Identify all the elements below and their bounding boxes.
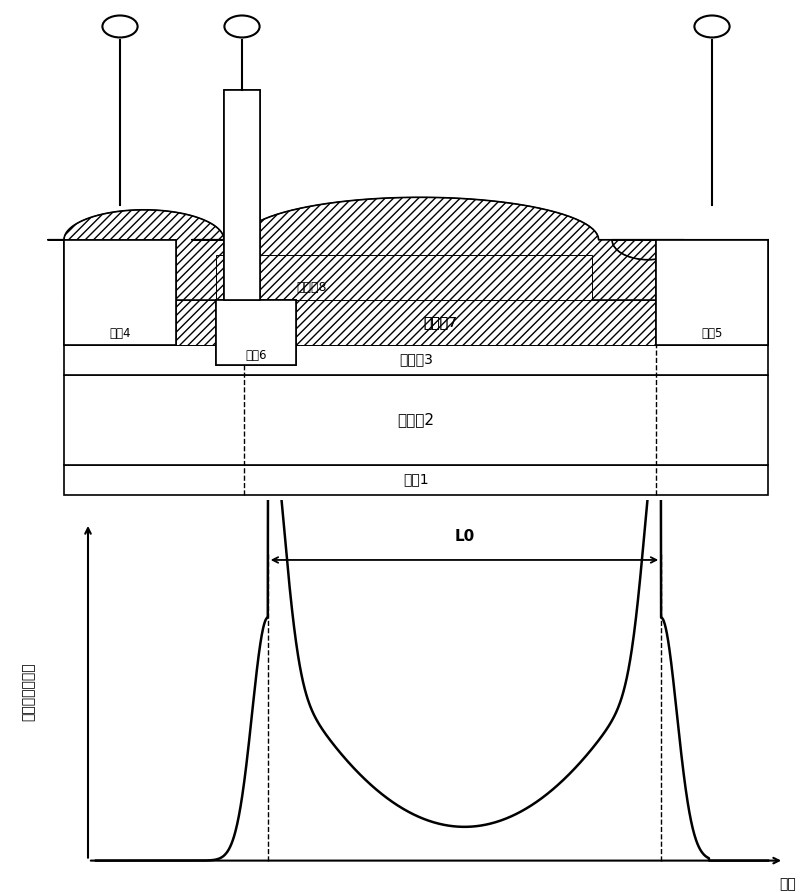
Text: 衬底1: 衬底1 bbox=[403, 473, 429, 486]
Circle shape bbox=[102, 15, 138, 37]
Bar bbox=[216, 300, 296, 365]
Bar bbox=[64, 240, 768, 300]
Bar bbox=[224, 90, 260, 300]
Text: 钝化层7: 钝化层7 bbox=[423, 315, 457, 329]
Bar bbox=[64, 240, 176, 344]
Text: 势垒层中的电场: 势垒层中的电场 bbox=[21, 663, 35, 721]
Bar bbox=[64, 300, 768, 344]
Text: 漏极5: 漏极5 bbox=[702, 326, 722, 340]
Text: 栅极6: 栅极6 bbox=[246, 349, 266, 362]
Text: 保护层9: 保护层9 bbox=[125, 263, 155, 277]
Text: 势垒层3: 势垒层3 bbox=[399, 352, 433, 367]
Bar bbox=[64, 240, 176, 344]
Bar bbox=[216, 300, 296, 365]
Bar bbox=[224, 90, 260, 300]
Polygon shape bbox=[48, 197, 768, 300]
Bar bbox=[64, 344, 768, 375]
Text: 源极4: 源极4 bbox=[110, 326, 130, 340]
Text: 钝化层7: 钝化层7 bbox=[423, 315, 457, 329]
Text: 位置: 位置 bbox=[780, 877, 796, 891]
Text: L0: L0 bbox=[454, 529, 474, 544]
Bar bbox=[64, 375, 768, 465]
Text: 栅场板8: 栅场板8 bbox=[296, 281, 326, 293]
Bar bbox=[656, 240, 768, 344]
Text: 过渡层2: 过渡层2 bbox=[398, 412, 434, 427]
Bar bbox=[64, 465, 768, 494]
Circle shape bbox=[224, 15, 259, 37]
Circle shape bbox=[694, 15, 730, 37]
Text: 栅极6: 栅极6 bbox=[246, 349, 266, 362]
Text: 漏极5: 漏极5 bbox=[702, 326, 722, 340]
Text: 源极4: 源极4 bbox=[110, 326, 130, 340]
Bar bbox=[216, 255, 592, 300]
Bar bbox=[656, 240, 768, 344]
